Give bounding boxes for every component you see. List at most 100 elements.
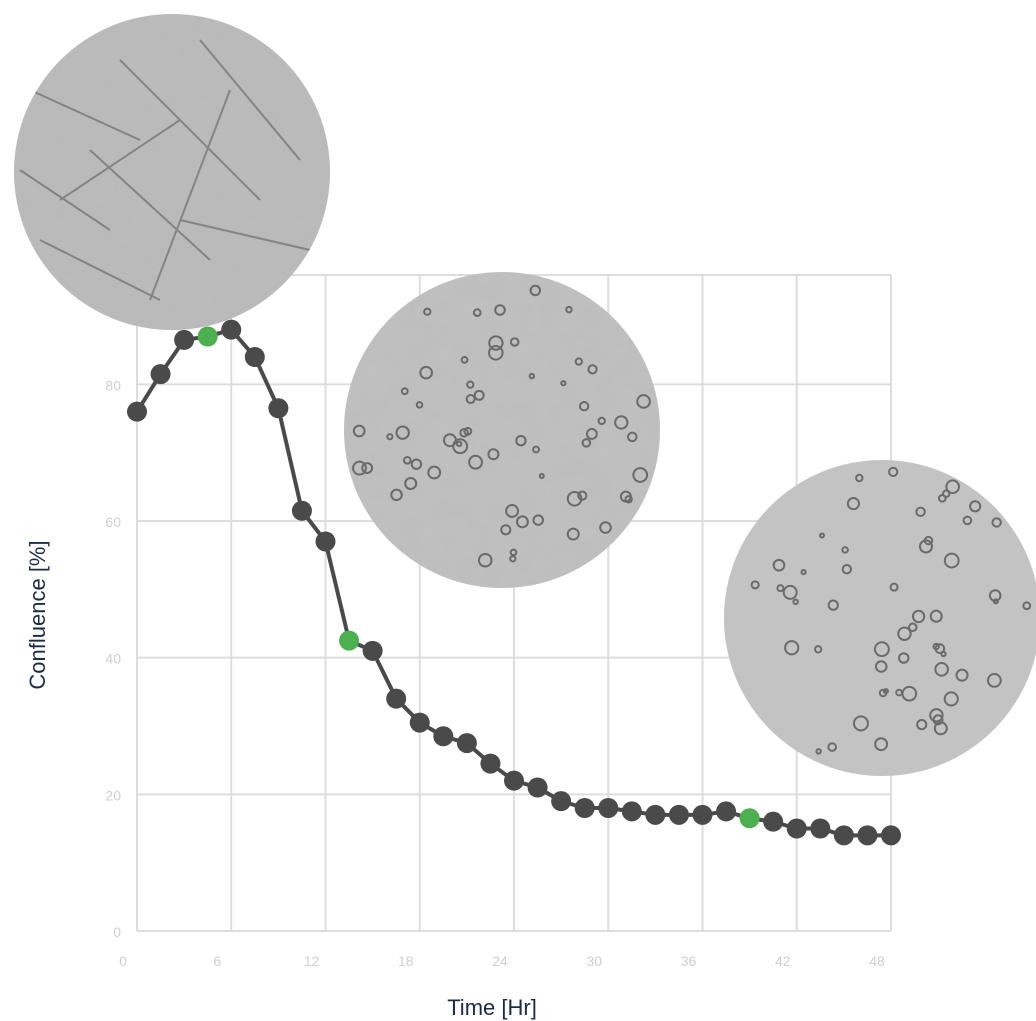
data-point (857, 825, 878, 846)
cell-blob (819, 532, 826, 539)
cell-blob (597, 416, 606, 426)
cell-blob (941, 489, 951, 498)
cell-blob (614, 415, 629, 430)
cell-blob (814, 645, 823, 654)
cell-blob (581, 438, 592, 448)
cell-blob (969, 500, 982, 513)
cell-blob (898, 652, 910, 664)
cell-blob (509, 555, 517, 563)
cell-blob (776, 584, 785, 593)
x-tick-label: 24 (492, 953, 508, 969)
cell-blob (505, 504, 520, 518)
cell-blob (636, 394, 651, 409)
cell-blob (933, 721, 948, 736)
cell-blob (395, 425, 410, 440)
highlighted-data-point (197, 326, 218, 347)
cell-blob (784, 640, 800, 656)
cell-blob (827, 742, 838, 752)
cell-blob (455, 440, 463, 448)
data-point (221, 319, 242, 340)
cell-blob (991, 517, 1002, 528)
cell-blob (532, 445, 540, 454)
data-point (362, 640, 383, 661)
cell-blob (874, 660, 888, 673)
data-point (504, 770, 524, 791)
cell-blob (852, 715, 869, 732)
data-point (268, 398, 289, 419)
data-point (833, 825, 854, 846)
data-point (621, 801, 642, 822)
data-point (386, 688, 407, 709)
cell-blob (911, 609, 926, 624)
cell-blob (515, 435, 527, 447)
x-tick-label: 30 (586, 953, 602, 969)
cell-blob (873, 641, 890, 658)
cell-blob (916, 719, 928, 731)
data-point (810, 818, 831, 839)
cell-blob (908, 622, 918, 632)
cell-blob (841, 564, 853, 575)
cell-blob (934, 662, 949, 677)
cell-blob (465, 394, 476, 405)
cell-blob (897, 626, 912, 641)
data-point (409, 712, 430, 733)
y-tick-label: 20 (105, 787, 121, 803)
cell-blob (538, 473, 545, 480)
cell-blob (932, 714, 944, 726)
cell-blob (487, 448, 500, 461)
cell-blob (955, 668, 969, 682)
cell-blob (468, 454, 483, 470)
cell-blob (929, 609, 943, 623)
cell-blob (585, 428, 598, 440)
cell-blob (782, 584, 798, 600)
cell-blob (423, 307, 432, 316)
x-axis-title: Time [Hr] (447, 995, 537, 1020)
cell-blob (488, 344, 504, 361)
cell-blob (386, 433, 394, 441)
cell-blob (943, 691, 959, 707)
data-point (881, 825, 901, 846)
cell-blob (874, 737, 889, 752)
cell-blob (750, 580, 760, 590)
cell-blob (415, 401, 424, 409)
y-axis-title: Confluence [%] (25, 540, 50, 689)
cell-blob (888, 466, 899, 478)
cell-blob (361, 462, 374, 474)
cell-blob (792, 598, 799, 606)
cell-blob (962, 515, 973, 526)
cell-blob (945, 479, 960, 495)
cell-blob (442, 433, 457, 448)
cell-blob (934, 643, 946, 654)
data-point (127, 401, 147, 422)
cell-blob (473, 389, 485, 401)
cell-blob (577, 490, 588, 501)
cell-blob (560, 380, 567, 387)
data-point (668, 804, 689, 825)
x-tick-label: 6 (213, 953, 221, 969)
cell-blob (460, 356, 469, 364)
cell-blob (352, 424, 366, 438)
data-point (574, 798, 595, 818)
data-point (244, 347, 265, 367)
y-tick-label: 80 (105, 377, 121, 393)
cell-blob (988, 589, 1002, 602)
data-point (551, 791, 572, 812)
data-point (480, 753, 501, 774)
cell-blob (878, 688, 888, 698)
x-tick-label: 12 (304, 953, 320, 969)
micrograph-medium (344, 272, 660, 588)
data-point (456, 733, 477, 754)
cell-blob (772, 558, 786, 572)
cell-blob (488, 335, 504, 351)
x-tick-labels: 0 6 12 18 24 30 36 42 48 (119, 953, 885, 969)
data-point (716, 801, 737, 822)
micrograph-dense (14, 14, 330, 330)
data-point (315, 531, 336, 552)
cell-blob (918, 539, 934, 554)
y-tick-label: 0 (113, 924, 121, 940)
micrograph-sparse (724, 460, 1036, 776)
data-point (291, 500, 312, 521)
data-point (150, 364, 171, 385)
cell-blob (509, 337, 520, 347)
